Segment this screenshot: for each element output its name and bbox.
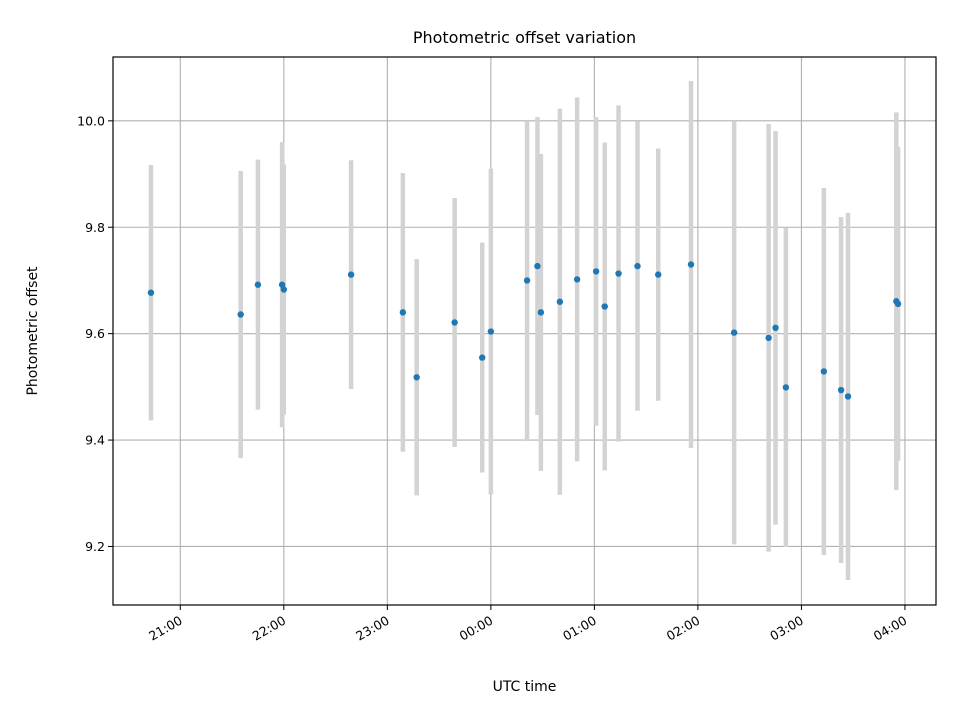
data-point	[772, 324, 779, 332]
data-point	[399, 309, 407, 316]
data-point	[556, 298, 564, 305]
data-point	[782, 384, 790, 391]
data-point	[451, 319, 458, 326]
data-point	[523, 277, 531, 284]
data-point	[765, 334, 772, 342]
data-point	[634, 262, 641, 270]
data-point	[894, 300, 902, 308]
data-point	[347, 271, 355, 278]
data-point	[479, 354, 486, 361]
data-point	[601, 303, 608, 310]
y-tick-label: 10.0	[77, 113, 105, 128]
data-point	[413, 374, 420, 381]
axis-ticks: 21:00 22:00 23:00 00:00 01:00 02:00 03:00 04:00…	[77, 113, 909, 643]
y-tick-label: 9.8	[85, 220, 105, 235]
data-point	[730, 329, 738, 336]
data-point	[147, 289, 155, 296]
x-axis-label: UTC time	[493, 679, 557, 695]
data-point	[820, 368, 828, 375]
plot-frame	[112, 56, 937, 606]
data-point	[592, 268, 600, 275]
chart-title: Photometric offset variation	[413, 28, 636, 47]
y-tick-label: 9.6	[85, 326, 105, 341]
data-point	[487, 328, 495, 335]
data-point	[655, 271, 662, 278]
plot-area	[113, 57, 936, 605]
data-point	[687, 261, 695, 268]
data-point	[615, 270, 622, 277]
data-point	[280, 286, 288, 293]
y-tick-label: 9.2	[85, 539, 105, 554]
data-point	[844, 393, 852, 400]
y-tick-label: 9.4	[85, 433, 105, 448]
data-point	[237, 311, 244, 318]
data-point	[254, 281, 262, 288]
y-axis-label: Photometric offset	[25, 266, 41, 396]
data-points	[147, 261, 902, 400]
data-point	[534, 262, 541, 270]
data-point	[837, 386, 845, 394]
data-point	[537, 309, 545, 316]
data-point	[573, 276, 581, 283]
